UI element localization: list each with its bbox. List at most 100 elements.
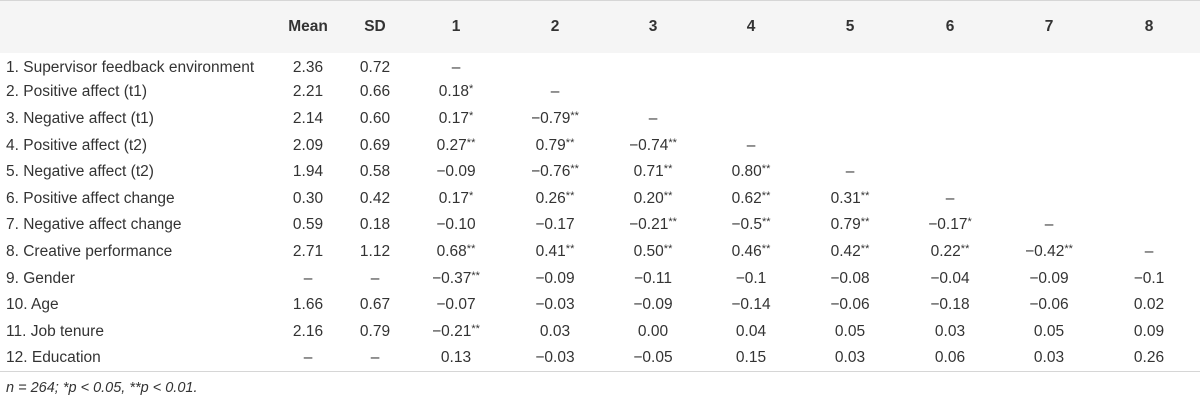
table-cell: 0.15	[735, 349, 767, 367]
table-cell	[800, 79, 900, 106]
row-label: 1. Supervisor feedback environment	[6, 58, 255, 76]
table-cell: –	[550, 83, 560, 101]
table-cell: 0.69	[359, 136, 391, 154]
table-cell: −0.09	[1029, 269, 1069, 287]
table-cell	[604, 53, 702, 80]
row-label: 7. Negative affect change	[6, 216, 182, 234]
table-header: Mean SD 1 2 3 4 5 6 7 8	[0, 0, 1200, 53]
table-cell	[800, 53, 900, 80]
table-cell: −0.5**	[731, 216, 771, 234]
table-cell	[604, 79, 702, 106]
header-cell-5: 3	[648, 17, 658, 35]
table-cell: 0.42	[359, 189, 391, 207]
table-cell: −0.09	[436, 163, 476, 181]
table-cell: –	[746, 136, 756, 154]
table-cell: 2.16	[292, 322, 324, 340]
table-cell: 2.14	[292, 109, 324, 127]
table-cell: 0.00	[637, 322, 669, 340]
table-cell	[1000, 132, 1098, 159]
table-cell	[1098, 79, 1200, 106]
table-cell: 0.27**	[436, 136, 476, 154]
table-cell: 2.36	[292, 58, 324, 76]
table-cell: 1.12	[359, 242, 391, 260]
table-note: n = 264; *p < 0.05, **p < 0.01.	[6, 380, 198, 397]
table-cell	[900, 159, 1000, 186]
table-cell: 0.17*	[438, 189, 474, 207]
table-cell: 0.18	[359, 216, 391, 234]
table-cell: –	[945, 189, 955, 207]
table-row: 11. Job tenure 2.16 0.79 −0.21** 0.03 0.00 0.0…	[0, 318, 1200, 345]
table-cell: 0.79**	[535, 136, 575, 154]
table-cell: 0.50**	[633, 242, 673, 260]
table-cell: −0.79**	[531, 109, 579, 127]
table-cell: 0.60	[359, 109, 391, 127]
table-cell: 0.03	[539, 322, 571, 340]
table-cell: −0.07	[436, 296, 476, 314]
table-cell	[1000, 185, 1098, 212]
table-cell: −0.05	[633, 349, 673, 367]
table-cell: 0.41**	[535, 242, 575, 260]
table-cell: –	[303, 269, 313, 287]
row-label: 5. Negative affect (t2)	[6, 163, 154, 181]
table-cell: −0.18	[930, 296, 970, 314]
table-cell: 0.09	[1133, 322, 1165, 340]
row-label: 2. Positive affect (t1)	[6, 83, 147, 101]
table-cell: 0.03	[1033, 349, 1065, 367]
header-cell-10: 8	[1144, 17, 1154, 35]
table-cell: –	[370, 349, 380, 367]
table-cell: −0.17*	[928, 216, 972, 234]
table-cell: 0.68**	[436, 242, 476, 260]
table-cell	[1000, 159, 1098, 186]
row-label: 6. Positive affect change	[6, 189, 175, 207]
table-cell: −0.04	[930, 269, 970, 287]
table-cell	[1098, 185, 1200, 212]
table-cell: 0.05	[1033, 322, 1065, 340]
table-cell: –	[1044, 216, 1054, 234]
table-cell: 0.04	[735, 322, 767, 340]
table-cell: −0.1	[735, 269, 767, 287]
table-cell	[900, 132, 1000, 159]
header-cell-6: 4	[746, 17, 756, 35]
table-cell: −0.06	[1029, 296, 1069, 314]
table-cell: −0.03	[535, 296, 575, 314]
table-cell	[702, 79, 800, 106]
table-cell	[1098, 106, 1200, 133]
table-cell: 2.21	[292, 83, 324, 101]
table-cell: –	[648, 109, 658, 127]
table-cell	[900, 53, 1000, 80]
row-label: 9. Gender	[6, 269, 75, 287]
table-cell: 0.26**	[535, 189, 575, 207]
table-row: 8. Creative performance 2.71 1.12 0.68** 0.4…	[0, 239, 1200, 266]
table-cell: 1.94	[292, 163, 324, 181]
row-label: 10. Age	[6, 296, 59, 314]
table-cell: −0.21**	[432, 322, 480, 340]
table-cell: 0.79**	[830, 216, 870, 234]
table-cell: 2.09	[292, 136, 324, 154]
table-cell: −0.74**	[629, 136, 677, 154]
table-row: 2. Positive affect (t1) 2.21 0.66 0.18* –	[0, 79, 1200, 106]
table-cell: 0.79	[359, 322, 391, 340]
table-cell	[900, 79, 1000, 106]
header-cell-3: 1	[451, 17, 461, 35]
header-cell-4: 2	[550, 17, 560, 35]
table-cell: 0.42**	[830, 242, 870, 260]
table-cell: 0.66	[359, 83, 391, 101]
table-cell	[1000, 79, 1098, 106]
table-cell	[900, 106, 1000, 133]
table-cell: 0.06	[934, 349, 966, 367]
table-row: 3. Negative affect (t1) 2.14 0.60 0.17* −0.7…	[0, 106, 1200, 133]
table-row: 10. Age 1.66 0.67 −0.07 −0.03 −0.09 −0.14 −0.06…	[0, 292, 1200, 319]
table-body: 1. Supervisor feedback environment 2.36 0.…	[0, 53, 1200, 372]
table-row: 6. Positive affect change 0.30 0.42 0.17* 0.…	[0, 185, 1200, 212]
table-cell: 0.30	[292, 189, 324, 207]
table-cell: 2.71	[292, 242, 324, 260]
table-cell: −0.1	[1133, 269, 1165, 287]
table-cell	[702, 106, 800, 133]
table-cell: −0.76**	[531, 163, 579, 181]
table-cell: −0.09	[633, 296, 673, 314]
row-label: 3. Negative affect (t1)	[6, 109, 154, 127]
table-row: 5. Negative affect (t2) 1.94 0.58 −0.09 −0.7…	[0, 159, 1200, 186]
table-cell: 0.22**	[930, 242, 970, 260]
table-cell: –	[303, 349, 313, 367]
table-cell: −0.11	[633, 269, 673, 287]
